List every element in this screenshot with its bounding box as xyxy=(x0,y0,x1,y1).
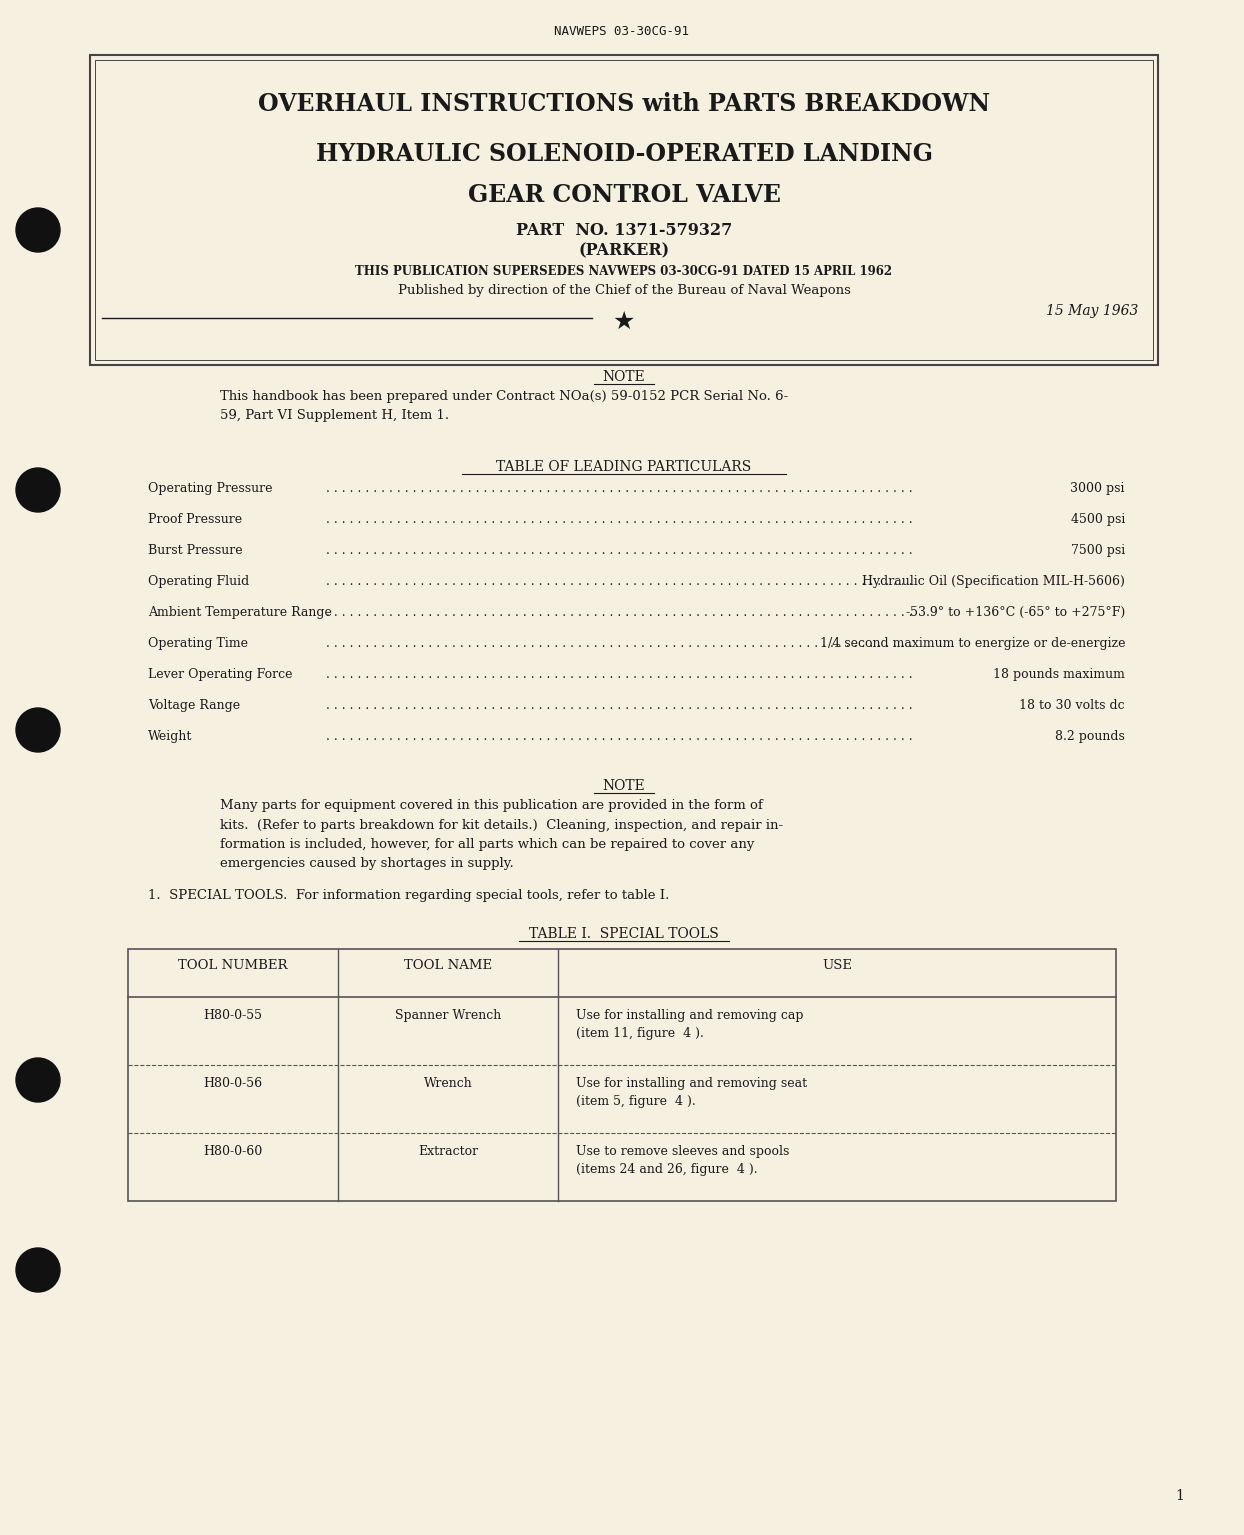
Text: NOTE: NOTE xyxy=(602,370,646,384)
Bar xyxy=(128,949,1116,1200)
Text: Lever Operating Force: Lever Operating Force xyxy=(148,668,292,682)
Text: Wrench: Wrench xyxy=(424,1078,473,1090)
Text: USE: USE xyxy=(822,959,852,972)
Text: 1.  SPECIAL TOOLS.  For information regarding special tools, refer to table I.: 1. SPECIAL TOOLS. For information regard… xyxy=(148,889,669,903)
Text: 18 pounds maximum: 18 pounds maximum xyxy=(993,668,1125,682)
Text: TABLE OF LEADING PARTICULARS: TABLE OF LEADING PARTICULARS xyxy=(496,460,751,474)
Circle shape xyxy=(16,468,60,513)
Text: -53.9° to +136°C (-65° to +275°F): -53.9° to +136°C (-65° to +275°F) xyxy=(906,606,1125,619)
Text: TOOL NAME: TOOL NAME xyxy=(404,959,493,972)
Text: . . . . . . . . . . . . . . . . . . . . . . . . . . . . . . . . . . . . . . . . : . . . . . . . . . . . . . . . . . . . . … xyxy=(326,637,917,649)
Circle shape xyxy=(16,209,60,252)
Text: 18 to 30 volts dc: 18 to 30 volts dc xyxy=(1019,698,1125,712)
Text: Use for installing and removing seat
(item 5, figure  4 ).: Use for installing and removing seat (it… xyxy=(576,1078,807,1108)
Circle shape xyxy=(16,1058,60,1102)
Text: 1: 1 xyxy=(1176,1489,1184,1503)
Text: 4500 psi: 4500 psi xyxy=(1071,513,1125,527)
Text: Hydraulic Oil (Specification MIL-H-5606): Hydraulic Oil (Specification MIL-H-5606) xyxy=(862,576,1125,588)
Text: TOOL NUMBER: TOOL NUMBER xyxy=(178,959,287,972)
Text: . . . . . . . . . . . . . . . . . . . . . . . . . . . . . . . . . . . . . . . . : . . . . . . . . . . . . . . . . . . . . … xyxy=(326,543,917,557)
Text: THIS PUBLICATION SUPERSEDES NAVWEPS 03-30CG-91 DATED 15 APRIL 1962: THIS PUBLICATION SUPERSEDES NAVWEPS 03-3… xyxy=(356,266,892,278)
Text: 15 May 1963: 15 May 1963 xyxy=(1046,304,1138,318)
Text: Proof Pressure: Proof Pressure xyxy=(148,513,243,527)
Text: Extractor: Extractor xyxy=(418,1145,478,1157)
Text: (PARKER): (PARKER) xyxy=(578,243,669,259)
Text: Operating Fluid: Operating Fluid xyxy=(148,576,249,588)
Text: NAVWEPS 03-30CG-91: NAVWEPS 03-30CG-91 xyxy=(555,25,689,38)
Text: ★: ★ xyxy=(613,310,636,335)
Text: TABLE I.  SPECIAL TOOLS: TABLE I. SPECIAL TOOLS xyxy=(529,927,719,941)
Text: NOTE: NOTE xyxy=(602,778,646,794)
Text: 3000 psi: 3000 psi xyxy=(1071,482,1125,494)
Text: OVERHAUL INSTRUCTIONS with PARTS BREAKDOWN: OVERHAUL INSTRUCTIONS with PARTS BREAKDO… xyxy=(258,92,990,117)
Text: H80-0-60: H80-0-60 xyxy=(203,1145,262,1157)
Text: . . . . . . . . . . . . . . . . . . . . . . . . . . . . . . . . . . . . . . . . : . . . . . . . . . . . . . . . . . . . . … xyxy=(326,668,917,682)
Circle shape xyxy=(16,1248,60,1292)
Text: . . . . . . . . . . . . . . . . . . . . . . . . . . . . . . . . . . . . . . . . : . . . . . . . . . . . . . . . . . . . . … xyxy=(326,482,917,494)
Text: . . . . . . . . . . . . . . . . . . . . . . . . . . . . . . . . . . . . . . . . : . . . . . . . . . . . . . . . . . . . . … xyxy=(326,606,917,619)
Circle shape xyxy=(16,708,60,752)
Text: 7500 psi: 7500 psi xyxy=(1071,543,1125,557)
Text: Published by direction of the Chief of the Bureau of Naval Weapons: Published by direction of the Chief of t… xyxy=(398,284,851,296)
Text: . . . . . . . . . . . . . . . . . . . . . . . . . . . . . . . . . . . . . . . . : . . . . . . . . . . . . . . . . . . . . … xyxy=(326,513,917,527)
Text: . . . . . . . . . . . . . . . . . . . . . . . . . . . . . . . . . . . . . . . . : . . . . . . . . . . . . . . . . . . . . … xyxy=(326,698,917,712)
Text: 1/4 second maximum to energize or de-energize: 1/4 second maximum to energize or de-ene… xyxy=(820,637,1125,649)
Text: 8.2 pounds: 8.2 pounds xyxy=(1055,731,1125,743)
Text: PART  NO. 1371-579327: PART NO. 1371-579327 xyxy=(516,223,733,239)
Bar xyxy=(95,60,1153,361)
Text: Use to remove sleeves and spools
(items 24 and 26, figure  4 ).: Use to remove sleeves and spools (items … xyxy=(576,1145,790,1176)
Text: Weight: Weight xyxy=(148,731,193,743)
Text: H80-0-56: H80-0-56 xyxy=(204,1078,262,1090)
Text: Operating Pressure: Operating Pressure xyxy=(148,482,272,494)
Text: Many parts for equipment covered in this publication are provided in the form of: Many parts for equipment covered in this… xyxy=(220,800,784,870)
Text: Ambient Temperature Range: Ambient Temperature Range xyxy=(148,606,332,619)
Text: H80-0-55: H80-0-55 xyxy=(204,1008,262,1022)
Text: Operating Time: Operating Time xyxy=(148,637,248,649)
Text: HYDRAULIC SOLENOID-OPERATED LANDING: HYDRAULIC SOLENOID-OPERATED LANDING xyxy=(316,143,933,166)
Bar xyxy=(90,55,1158,365)
Text: Burst Pressure: Burst Pressure xyxy=(148,543,243,557)
Text: Use for installing and removing cap
(item 11, figure  4 ).: Use for installing and removing cap (ite… xyxy=(576,1008,804,1041)
Text: Voltage Range: Voltage Range xyxy=(148,698,240,712)
Text: . . . . . . . . . . . . . . . . . . . . . . . . . . . . . . . . . . . . . . . . : . . . . . . . . . . . . . . . . . . . . … xyxy=(326,731,917,743)
Text: . . . . . . . . . . . . . . . . . . . . . . . . . . . . . . . . . . . . . . . . : . . . . . . . . . . . . . . . . . . . . … xyxy=(326,576,917,588)
Text: This handbook has been prepared under Contract NOa(s) 59-0152 PCR Serial No. 6-
: This handbook has been prepared under Co… xyxy=(220,390,789,422)
Text: Spanner Wrench: Spanner Wrench xyxy=(394,1008,501,1022)
Text: GEAR CONTROL VALVE: GEAR CONTROL VALVE xyxy=(468,183,780,207)
